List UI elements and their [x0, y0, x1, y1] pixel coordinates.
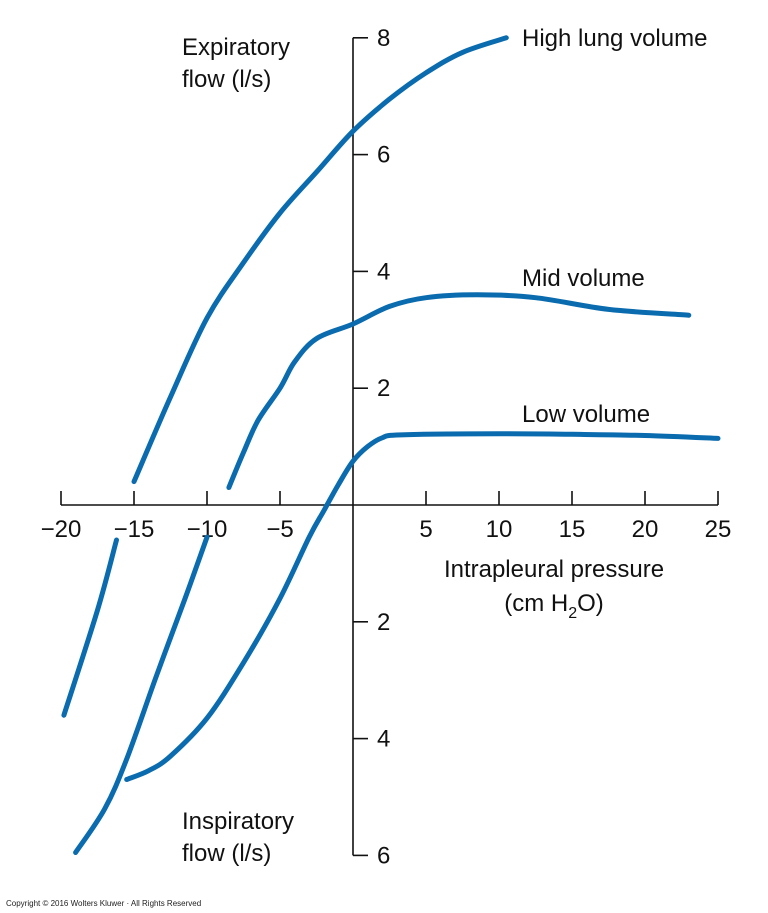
series-line-0-segment-1: [61, 537, 119, 718]
x-tick-label: 25: [705, 516, 732, 543]
x-tick-label: 20: [632, 516, 659, 543]
series-label-low-volume: Low volume: [522, 401, 650, 428]
x-axis-units-suffix: O): [577, 590, 604, 617]
y-tick-label-expiratory: 2: [377, 375, 390, 402]
series-line-1-segment-0: [226, 292, 692, 490]
series-label-high-lung-volume: High lung volume: [522, 25, 707, 52]
y-tick-label-expiratory: 6: [377, 142, 390, 169]
tick-marks: [60, 36, 719, 857]
y-tick-label-expiratory: 8: [377, 25, 390, 52]
x-tick-label: −5: [266, 516, 293, 543]
x-tick-label: 10: [486, 516, 513, 543]
x-axis-units-subscript: 2: [568, 605, 577, 622]
y-axis-label-inspiratory-line2: flow (l/s): [182, 840, 271, 867]
copyright-notice: Copyright © 2016 Wolters Kluwer · All Ri…: [6, 899, 202, 908]
axes: [61, 37, 718, 856]
series-line-0-segment-0: [131, 35, 509, 485]
y-tick-label-inspiratory: 2: [377, 609, 390, 636]
y-axis-label-expiratory-line1: Expiratory: [182, 34, 290, 61]
y-axis-label-expiratory-line2: flow (l/s): [182, 66, 271, 93]
x-axis-label-units: (cm H2O): [504, 590, 604, 622]
series-line-2-segment-0: [124, 431, 721, 782]
series-line-1-segment-1: [73, 534, 210, 855]
curves: [61, 35, 721, 855]
y-tick-label-expiratory: 4: [377, 258, 390, 285]
x-tick-label: −15: [114, 516, 155, 543]
x-tick-label: 15: [559, 516, 586, 543]
x-axis-label: Intrapleural pressure: [444, 556, 664, 583]
x-tick-label: −20: [41, 516, 82, 543]
y-tick-label-inspiratory: 6: [377, 842, 390, 869]
x-tick-label: 5: [419, 516, 432, 543]
series-label-mid-volume: Mid volume: [522, 265, 645, 292]
y-axis-label-inspiratory-line1: Inspiratory: [182, 808, 294, 835]
x-axis-units-prefix: (cm H: [504, 590, 568, 617]
y-tick-label-inspiratory: 4: [377, 726, 390, 753]
